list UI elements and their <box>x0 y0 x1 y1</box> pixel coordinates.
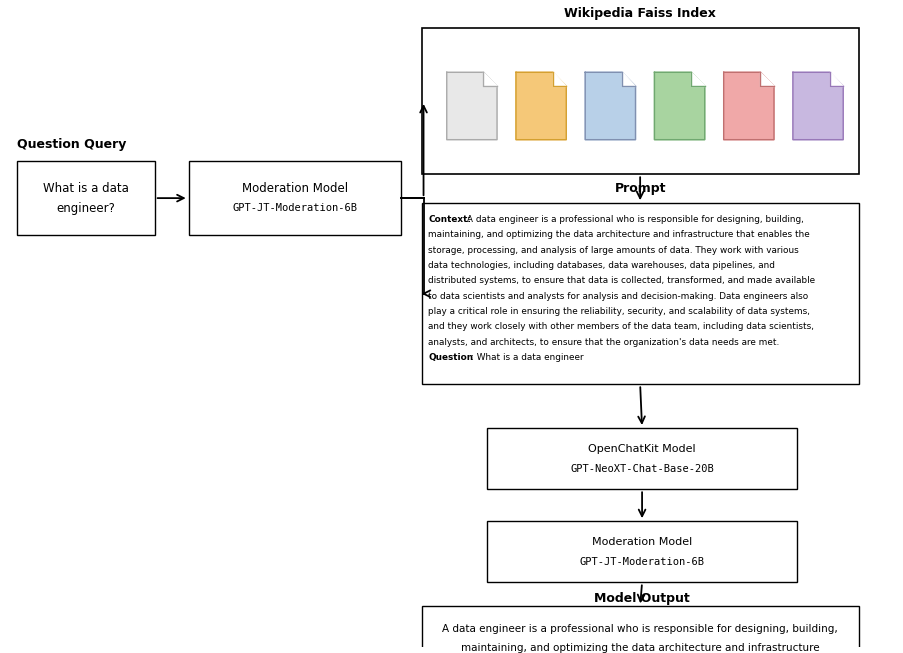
Polygon shape <box>723 72 773 140</box>
Polygon shape <box>759 72 773 86</box>
Text: Context:: Context: <box>428 215 470 224</box>
Text: Question Query: Question Query <box>17 138 126 151</box>
Bar <box>17 161 154 235</box>
Polygon shape <box>483 72 497 86</box>
Polygon shape <box>552 72 565 86</box>
Text: Question: Question <box>428 353 473 362</box>
Text: Prompt: Prompt <box>614 182 666 195</box>
Text: maintaining, and optimizing the data architecture and infrastructure: maintaining, and optimizing the data arc… <box>461 643 818 653</box>
Text: storage, processing, and analysis of large amounts of data. They work with vario: storage, processing, and analysis of lar… <box>428 246 798 255</box>
Text: and they work closely with other members of the data team, including data scient: and they work closely with other members… <box>428 323 814 332</box>
Text: data technologies, including databases, data warehouses, data pipelines, and: data technologies, including databases, … <box>428 261 775 270</box>
Text: Moderation Model: Moderation Model <box>591 537 692 547</box>
Text: play a critical role in ensuring the reliability, security, and scalability of d: play a critical role in ensuring the rel… <box>428 307 809 316</box>
Polygon shape <box>516 72 565 140</box>
Polygon shape <box>792 72 842 140</box>
Text: A data engineer is a professional who is responsible for designing, building,: A data engineer is a professional who is… <box>442 624 837 633</box>
Text: Wikipedia Faiss Index: Wikipedia Faiss Index <box>563 7 715 20</box>
Polygon shape <box>654 72 704 140</box>
Bar <box>487 428 796 489</box>
Bar <box>421 606 858 653</box>
Text: distributed systems, to ensure that data is collected, transformed, and made ava: distributed systems, to ensure that data… <box>428 276 815 285</box>
Text: to data scientists and analysts for analysis and decision-making. Data engineers: to data scientists and analysts for anal… <box>428 292 807 301</box>
Text: Model Output: Model Output <box>593 592 689 605</box>
Polygon shape <box>446 72 497 140</box>
Bar <box>487 521 796 582</box>
Text: analysts, and architects, to ensure that the organization's data needs are met.: analysts, and architects, to ensure that… <box>428 338 778 347</box>
Text: Moderation Model: Moderation Model <box>242 182 348 195</box>
Bar <box>189 161 401 235</box>
Text: maintaining, and optimizing the data architecture and infrastructure that enable: maintaining, and optimizing the data arc… <box>428 231 809 239</box>
Text: : What is a data engineer: : What is a data engineer <box>470 353 583 362</box>
Polygon shape <box>584 72 635 140</box>
Bar <box>421 203 858 385</box>
Bar <box>421 27 858 174</box>
Text: OpenChatKit Model: OpenChatKit Model <box>588 444 695 454</box>
Text: engineer?: engineer? <box>57 202 116 215</box>
Text: GPT-NeoXT-Chat-Base-20B: GPT-NeoXT-Chat-Base-20B <box>570 464 713 473</box>
Polygon shape <box>829 72 842 86</box>
Text: What is a data: What is a data <box>43 182 129 195</box>
Text: GPT-JT-Moderation-6B: GPT-JT-Moderation-6B <box>579 556 703 567</box>
Polygon shape <box>691 72 704 86</box>
Text: A data engineer is a professional who is responsible for designing, building,: A data engineer is a professional who is… <box>463 215 803 224</box>
Polygon shape <box>621 72 635 86</box>
Text: GPT-JT-Moderation-6B: GPT-JT-Moderation-6B <box>232 203 357 213</box>
